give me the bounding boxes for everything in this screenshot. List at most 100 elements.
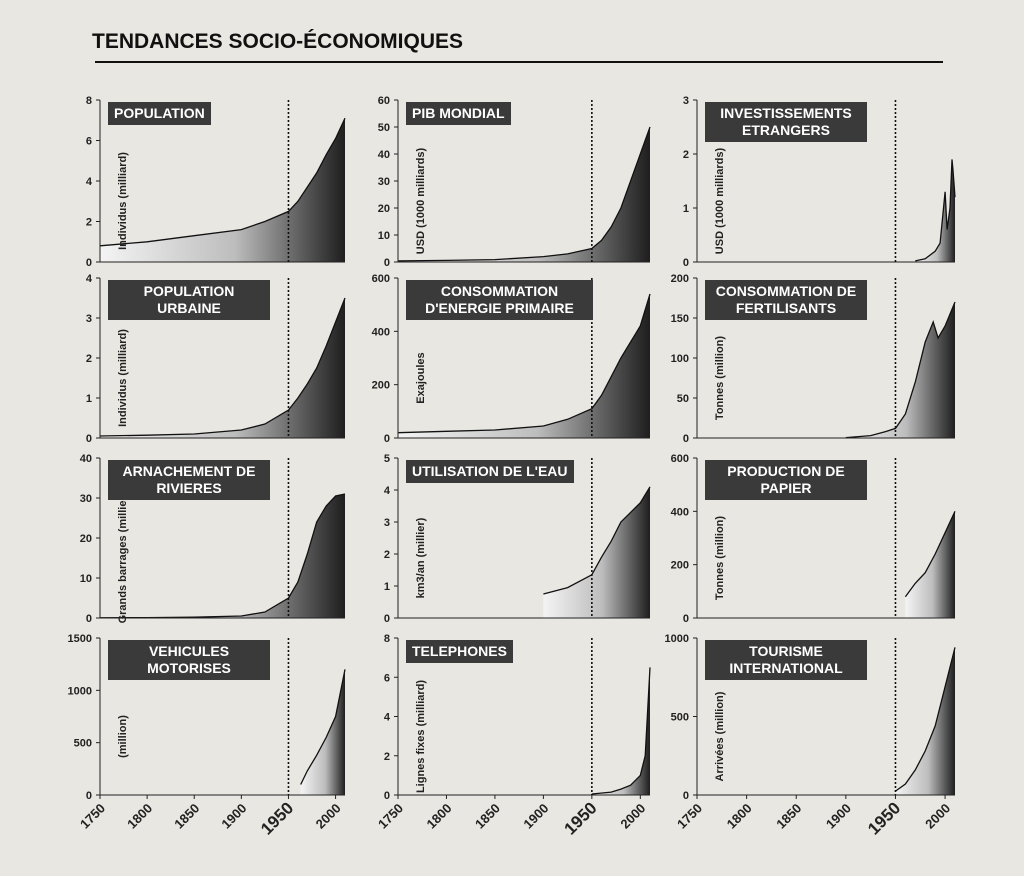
y-tick-label: 2 bbox=[86, 353, 92, 365]
x-tick-label: 1900 bbox=[823, 801, 854, 832]
y-axis-label: Individus (milliard) bbox=[117, 329, 129, 427]
y-tick-label: 0 bbox=[86, 433, 92, 445]
chart-title: VEHICULES MOTORISES bbox=[108, 640, 270, 680]
y-tick-label: 60 bbox=[378, 95, 390, 107]
y-tick-label: 500 bbox=[671, 712, 689, 724]
x-tick-label: 1750 bbox=[375, 801, 406, 832]
y-axis-label: Arrivées (million) bbox=[714, 691, 726, 781]
y-tick-label: 200 bbox=[671, 273, 689, 285]
y-tick-label: 0 bbox=[86, 790, 92, 802]
x-tick-label: 1950 bbox=[560, 798, 600, 838]
area-fill bbox=[398, 294, 650, 438]
y-tick-label: 4 bbox=[384, 712, 391, 724]
area-fill bbox=[100, 494, 345, 618]
y-tick-label: 400 bbox=[671, 506, 689, 518]
y-tick-label: 0 bbox=[86, 613, 92, 625]
x-tick-label: 1850 bbox=[171, 801, 202, 832]
area-fill bbox=[300, 669, 345, 795]
x-tick-label: 1850 bbox=[472, 801, 503, 832]
y-tick-label: 40 bbox=[378, 149, 390, 161]
x-tick-label: 1750 bbox=[77, 801, 108, 832]
y-axis-label: Tonnes (million) bbox=[714, 336, 726, 420]
y-axis-label: Exajoules bbox=[415, 352, 427, 403]
y-tick-label: 6 bbox=[86, 136, 92, 148]
y-axis-label: (million) bbox=[117, 715, 129, 758]
y-tick-label: 500 bbox=[74, 738, 92, 750]
chart-title: CONSOMMATION D'ENERGIE PRIMAIRE bbox=[406, 280, 593, 320]
area-line bbox=[591, 667, 651, 795]
y-tick-label: 400 bbox=[372, 326, 390, 338]
area-fill bbox=[543, 486, 650, 618]
y-tick-label: 30 bbox=[378, 176, 390, 188]
y-tick-label: 2 bbox=[86, 217, 92, 229]
y-tick-label: 3 bbox=[86, 313, 92, 325]
area-fill bbox=[845, 302, 955, 438]
y-tick-label: 1000 bbox=[665, 633, 689, 645]
y-tick-label: 50 bbox=[378, 122, 390, 134]
y-tick-label: 10 bbox=[378, 230, 390, 242]
y-axis-label: Lignes fixes (milliard) bbox=[415, 680, 427, 793]
y-axis-label: Grands barrages (millier) bbox=[117, 492, 129, 623]
y-axis-label: USD (1000 milliards) bbox=[714, 147, 726, 254]
chart-title: PRODUCTION DE PAPIER bbox=[705, 460, 867, 500]
y-axis-label: Individus (milliard) bbox=[117, 152, 129, 250]
y-tick-label: 4 bbox=[86, 273, 93, 285]
y-tick-label: 0 bbox=[683, 790, 689, 802]
y-tick-label: 20 bbox=[80, 533, 92, 545]
title-rule bbox=[95, 61, 943, 63]
x-tick-label: 1800 bbox=[424, 801, 455, 832]
chart-title: INVESTISSEMENTS ETRANGERS bbox=[705, 102, 867, 142]
y-axis-label: USD (1000 milliards) bbox=[415, 147, 427, 254]
x-tick-label: 1900 bbox=[520, 801, 551, 832]
chart-title: TELEPHONES bbox=[406, 640, 513, 663]
y-tick-label: 200 bbox=[671, 560, 689, 572]
area-line bbox=[99, 493, 346, 619]
area-line bbox=[300, 669, 346, 785]
x-tick-label: 2000 bbox=[922, 801, 953, 832]
y-tick-label: 0 bbox=[384, 257, 390, 269]
y-tick-label: 8 bbox=[86, 95, 92, 107]
chart-title: POPULATION bbox=[108, 102, 211, 125]
y-tick-label: 0 bbox=[683, 613, 689, 625]
y-tick-label: 0 bbox=[384, 613, 390, 625]
area-line bbox=[904, 511, 956, 598]
y-tick-label: 600 bbox=[372, 273, 390, 285]
x-tick-label: 1750 bbox=[674, 801, 705, 832]
y-tick-label: 200 bbox=[372, 380, 390, 392]
y-tick-label: 6 bbox=[384, 672, 390, 684]
x-tick-label: 1950 bbox=[257, 798, 297, 838]
chart-title: TOURISME INTERNATIONAL bbox=[705, 640, 867, 680]
y-axis-label: Tonnes (million) bbox=[714, 516, 726, 600]
y-tick-label: 0 bbox=[86, 257, 92, 269]
chart-title: CONSOMMATION DE FERTILISANTS bbox=[705, 280, 867, 320]
area-fill bbox=[895, 647, 955, 795]
area-line bbox=[915, 159, 956, 262]
y-tick-label: 30 bbox=[80, 493, 92, 505]
y-tick-label: 1000 bbox=[68, 685, 92, 697]
area-fill bbox=[591, 667, 650, 795]
area-line bbox=[397, 293, 651, 434]
y-tick-label: 0 bbox=[384, 790, 390, 802]
area-line bbox=[845, 301, 956, 439]
y-tick-label: 0 bbox=[683, 257, 689, 269]
y-tick-label: 4 bbox=[86, 176, 93, 188]
area-line bbox=[397, 126, 651, 262]
chart-title: ARNACHEMENT DE RIVIERES bbox=[108, 460, 270, 500]
y-tick-label: 4 bbox=[384, 485, 391, 497]
area-line bbox=[543, 486, 651, 595]
x-tick-label: 1850 bbox=[773, 801, 804, 832]
y-tick-label: 100 bbox=[671, 353, 689, 365]
y-tick-label: 2 bbox=[384, 751, 390, 763]
y-tick-label: 2 bbox=[683, 149, 689, 161]
y-tick-label: 3 bbox=[384, 517, 390, 529]
y-tick-label: 50 bbox=[677, 393, 689, 405]
x-tick-label: 1800 bbox=[124, 801, 155, 832]
y-tick-label: 10 bbox=[80, 573, 92, 585]
y-axis-label: km3/an (millier) bbox=[415, 517, 427, 598]
y-tick-label: 2 bbox=[384, 549, 390, 561]
area-line bbox=[99, 297, 346, 437]
y-tick-label: 150 bbox=[671, 313, 689, 325]
chart-title: PIB MONDIAL bbox=[406, 102, 511, 125]
y-tick-label: 600 bbox=[671, 453, 689, 465]
